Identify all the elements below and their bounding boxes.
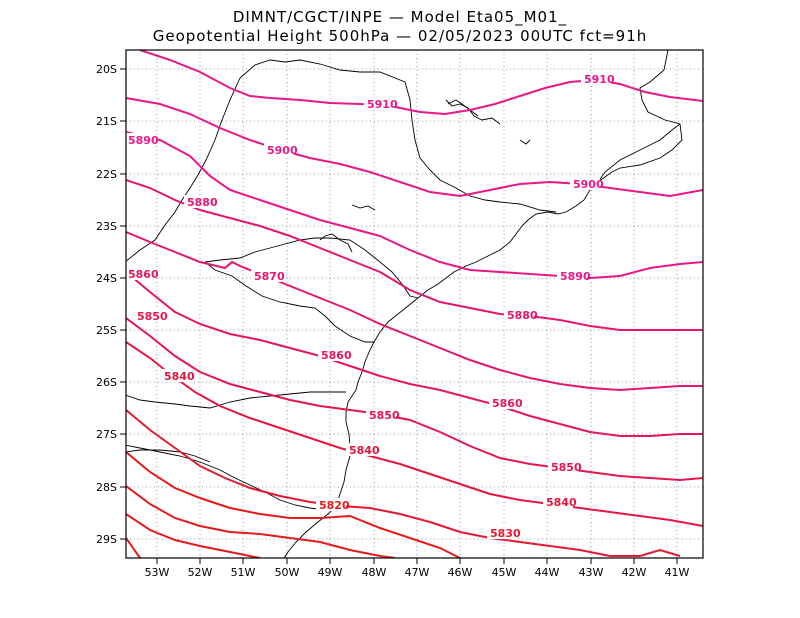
y-tick-label: 25S: [96, 324, 117, 337]
contour-5810: [126, 485, 396, 558]
contour-label: 5890: [128, 134, 159, 147]
chart-title-line-1: DIMNT/CGCT/INPE — Model Eta05_M01_: [232, 8, 568, 26]
x-tick-label: 51W: [231, 566, 256, 579]
state-border-pr-sc: [126, 391, 346, 409]
contour-5790: [126, 537, 141, 558]
state-border-mg-rj-es: [597, 123, 681, 183]
y-tick-label: 28S: [96, 481, 117, 494]
river-uruguai: [126, 449, 211, 463]
contour-5830: [126, 409, 681, 557]
x-tick-label: 53W: [145, 566, 170, 579]
contour-label: 5910: [367, 98, 398, 111]
chart-title-line-2: Geopotential Height 500hPa — 02/05/2023 …: [152, 27, 648, 45]
coastline-and-borders: [126, 50, 683, 558]
lake-furnas: [447, 99, 479, 117]
lake-small-1: [519, 139, 531, 145]
y-tick-label: 27S: [96, 428, 117, 441]
x-tick-label: 41W: [665, 566, 690, 579]
y-tick-label: 24S: [96, 272, 117, 285]
contour-label: 5850: [137, 310, 168, 323]
y-tick-label: 23S: [96, 220, 117, 233]
contour-label: 5840: [349, 444, 380, 457]
x-tick-label: 43W: [579, 566, 604, 579]
lat-lon-grid: [126, 50, 703, 558]
x-axis: [156, 558, 678, 564]
contour-label: 5880: [187, 196, 218, 209]
contour-label: 5880: [507, 309, 538, 322]
map-frame: [125, 49, 704, 559]
contour-label: 5870: [254, 270, 285, 283]
contour-label: 5900: [573, 178, 604, 191]
x-tick-label: 46W: [448, 566, 473, 579]
river-tiete: [319, 233, 353, 253]
y-tick-labels: 20S 21S 22S 23S 24S 25S 26S 27S 28S 29S: [96, 63, 117, 546]
contour-labels: 5910 5910 5900 5900 5890 5890 5880 5880 …: [126, 72, 615, 540]
state-border-ms-pr-river: [204, 261, 374, 343]
contour-label: 5830: [490, 527, 521, 540]
x-tick-label: 50W: [275, 566, 300, 579]
lake-small-2: [351, 204, 376, 211]
state-border-sc-rs: [126, 444, 341, 511]
coastline: [283, 50, 683, 558]
x-tick-labels: 53W 52W 51W 50W 49W 48W 47W 46W 45W 44W …: [145, 566, 690, 579]
contour-5820: [126, 451, 461, 558]
x-tick-label: 48W: [362, 566, 387, 579]
contour-label: 5820: [319, 499, 350, 512]
contour-5800: [126, 513, 261, 558]
contour-5840: [126, 341, 703, 527]
y-tick-label: 22S: [96, 168, 117, 181]
contour-label: 5910: [584, 73, 615, 86]
contour-label: 5840: [546, 496, 577, 509]
contour-label: 5860: [492, 397, 523, 410]
contour-label: 5850: [551, 461, 582, 474]
x-tick-label: 49W: [318, 566, 343, 579]
contour-5880: [126, 179, 703, 331]
y-tick-label: 21S: [96, 115, 117, 128]
contour-5870: [126, 231, 703, 392]
state-border-ms-sp: [126, 77, 241, 262]
x-tick-label: 47W: [405, 566, 430, 579]
contour-5890: [126, 131, 703, 280]
x-tick-label: 42W: [622, 566, 647, 579]
state-border-pr-sp: [204, 237, 419, 299]
contour-label: 5900: [267, 144, 298, 157]
river-grande: [445, 99, 501, 125]
contour-label: 5890: [560, 270, 591, 283]
x-tick-label: 52W: [188, 566, 213, 579]
x-tick-label: 44W: [535, 566, 560, 579]
contour-label: 5850: [369, 409, 400, 422]
contour-5850: [126, 317, 703, 482]
y-tick-label: 20S: [96, 63, 117, 76]
geopotential-contours: [126, 50, 703, 558]
y-tick-label: 26S: [96, 376, 117, 389]
contour-5910-a: [139, 50, 703, 116]
x-tick-label: 45W: [492, 566, 517, 579]
contour-label: 5840: [164, 370, 195, 383]
y-axis: [120, 68, 126, 540]
contour-label: 5860: [128, 268, 159, 281]
contour-5860: [126, 271, 703, 437]
contour-5900: [126, 97, 703, 198]
y-tick-label: 29S: [96, 533, 117, 546]
contour-label: 5860: [321, 349, 352, 362]
